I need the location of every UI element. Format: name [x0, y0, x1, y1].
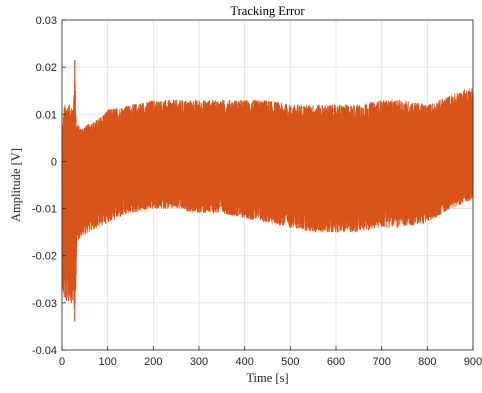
tracking-error-line — [61, 75, 474, 310]
y-tick-label: 0.02 — [36, 62, 57, 74]
y-tick-label: 0 — [51, 156, 57, 168]
x-tick-label: 200 — [144, 356, 162, 368]
x-tick-label: 100 — [98, 356, 116, 368]
axes-box — [61, 19, 474, 351]
x-axis-title: Time [s] — [246, 371, 288, 385]
x-tick-label: 300 — [190, 356, 208, 368]
y-tick-label: 0.01 — [36, 109, 57, 121]
y-tick-label: 0.03 — [36, 15, 57, 27]
x-tick-label: 0 — [59, 356, 65, 368]
y-tick-label: -0.04 — [32, 345, 57, 357]
ticks: 0 100 200 300 400 500 600 700 800 900 0.03 0.02 0.01… — [32, 15, 482, 368]
y-tick-label: -0.01 — [32, 204, 57, 216]
x-tick-label: 700 — [372, 356, 390, 368]
x-tick-label: 500 — [281, 356, 299, 368]
x-tick-label: 600 — [327, 356, 345, 368]
x-tick-label: 400 — [235, 356, 253, 368]
y-tick-label: -0.02 — [32, 251, 57, 263]
x-tick-label: 800 — [418, 356, 436, 368]
x-tick-label: 900 — [464, 356, 482, 368]
y-axis-title: Amplitude [V] — [9, 148, 23, 222]
chart-title: Tracking Error — [230, 4, 305, 18]
y-tick-label: -0.03 — [32, 298, 57, 310]
series-tracking-error — [61, 60, 474, 322]
